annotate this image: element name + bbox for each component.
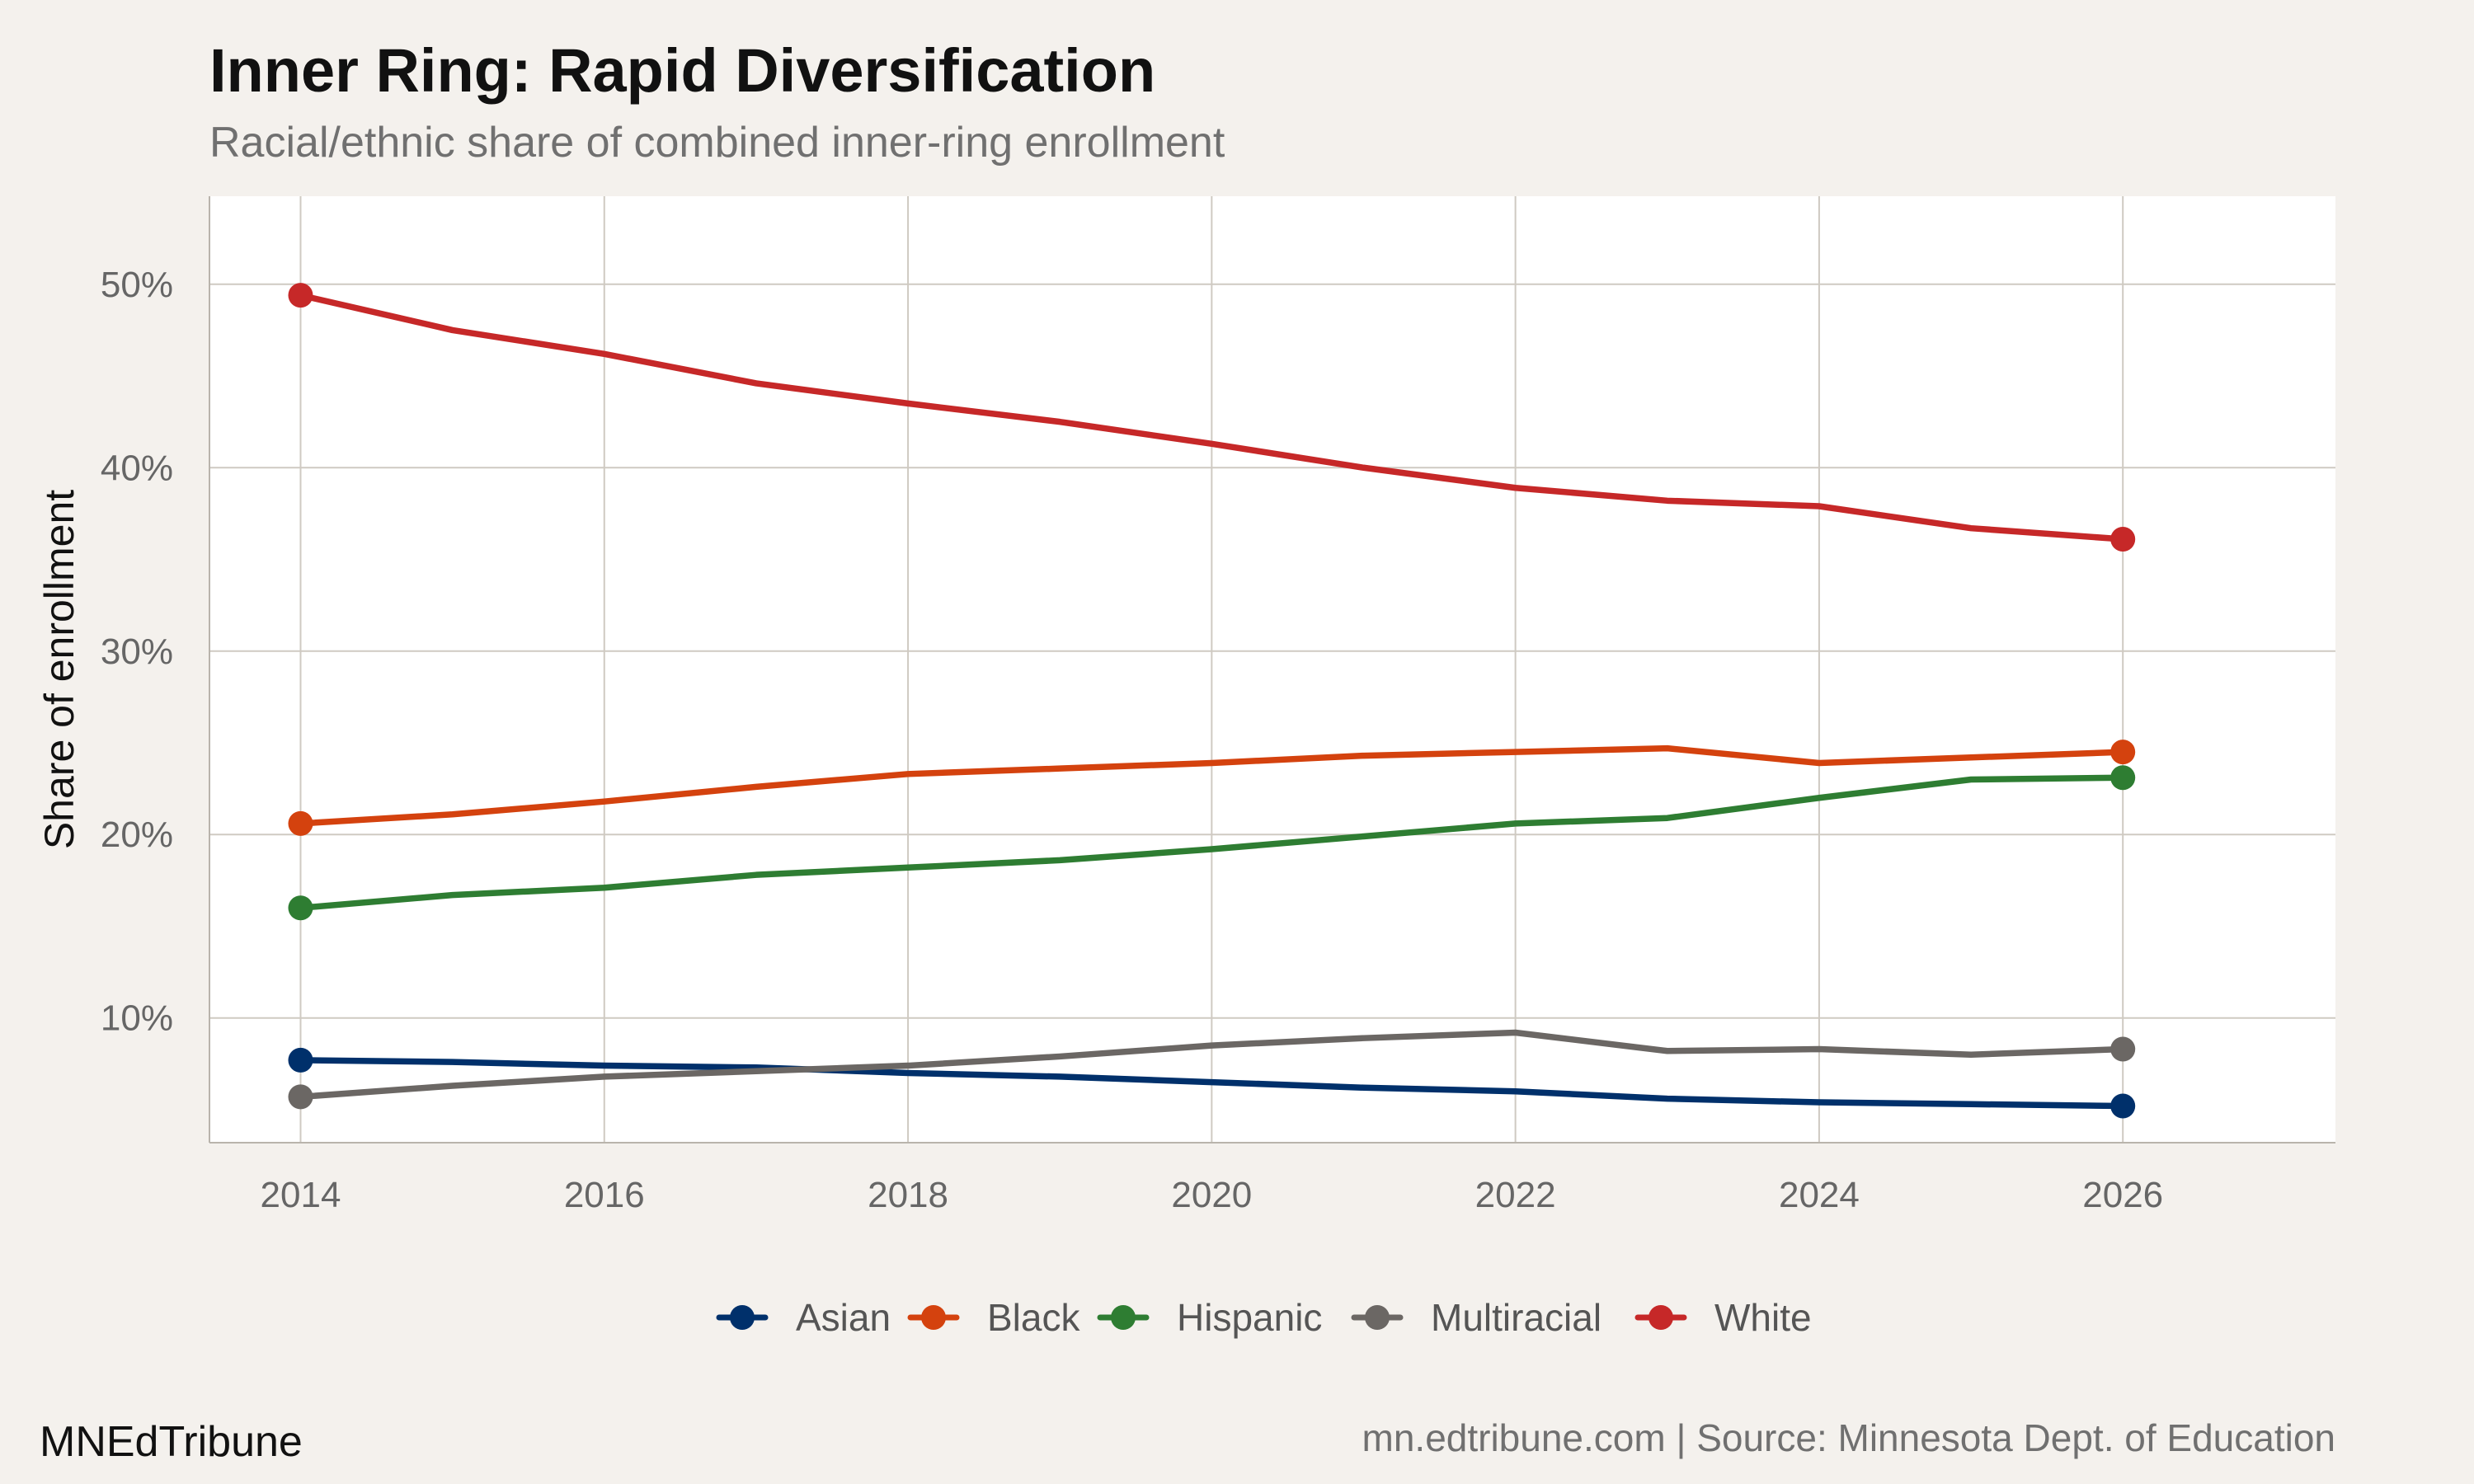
y-tick-label-50: 50%	[101, 265, 173, 305]
chart-title: Inner Ring: Rapid Diversification	[209, 36, 1155, 105]
legend-label-black: Black	[987, 1296, 1080, 1339]
data-point-multiracial-2026	[2110, 1036, 2136, 1062]
y-tick-label-30: 30%	[101, 632, 173, 672]
series-line-black	[297, 744, 2126, 827]
legend-marker-black	[921, 1305, 946, 1330]
legend: Asian Black Hispanic Multiracial White	[716, 1296, 1812, 1339]
chart-subtitle: Racial/ethnic share of combined inner-ri…	[209, 119, 1225, 167]
x-tick-label-2022: 2022	[1475, 1175, 1556, 1215]
series-lines	[297, 292, 2126, 1110]
gridlines	[209, 196, 2335, 1143]
series-line-white	[297, 292, 2126, 542]
legend-label-white: White	[1714, 1296, 1812, 1339]
brand-footer: MNEdTribune	[40, 1418, 303, 1466]
series-line-hispanic	[297, 774, 2126, 911]
y-tick-label-40: 40%	[101, 448, 173, 488]
x-tick-label-2026: 2026	[2082, 1175, 2163, 1215]
y-tick-label-20: 20%	[101, 815, 173, 855]
y-tick-label-10: 10%	[101, 998, 173, 1039]
legend-item-multiracial: Multiracial	[1351, 1296, 1602, 1339]
axes: 2014 2016 2018 2020 2022 2024 2026 10% 20% 30% 40%…	[101, 196, 2335, 1215]
plot-panel	[209, 196, 2335, 1143]
y-axis-title: Share of enrollment	[36, 490, 82, 849]
data-point-black-2014	[288, 810, 313, 836]
series-line-asian	[297, 1057, 2126, 1110]
data-point-white-2014	[288, 283, 313, 308]
legend-marker-hispanic	[1111, 1305, 1136, 1330]
legend-label-multiracial: Multiracial	[1431, 1296, 1602, 1339]
legend-marker-multiracial	[1365, 1305, 1390, 1330]
series-line-multiracial	[297, 1029, 2126, 1101]
x-tick-label-2018: 2018	[868, 1175, 948, 1215]
legend-label-asian: Asian	[796, 1296, 891, 1339]
data-point-asian-2014	[288, 1047, 313, 1073]
legend-marker-asian	[730, 1305, 755, 1330]
series-endpoints	[288, 283, 2136, 1119]
legend-item-hispanic: Hispanic	[1097, 1296, 1322, 1339]
data-point-multiracial-2014	[288, 1084, 313, 1110]
data-point-black-2026	[2110, 740, 2136, 765]
x-tick-label-2016: 2016	[564, 1175, 645, 1215]
x-tick-label-2024: 2024	[1779, 1175, 1860, 1215]
legend-item-asian: Asian	[716, 1296, 891, 1339]
legend-item-black: Black	[907, 1296, 1080, 1339]
data-point-asian-2026	[2110, 1093, 2136, 1119]
data-point-hispanic-2014	[288, 895, 313, 921]
legend-item-white: White	[1634, 1296, 1812, 1339]
x-tick-label-2014: 2014	[261, 1175, 341, 1215]
source-footer: mn.edtribune.com | Source: Minnesota Dep…	[1362, 1416, 2335, 1459]
data-point-white-2026	[2110, 527, 2136, 552]
x-tick-label-2020: 2020	[1171, 1175, 1252, 1215]
legend-marker-white	[1649, 1305, 1673, 1330]
legend-label-hispanic: Hispanic	[1177, 1296, 1322, 1339]
data-point-hispanic-2026	[2110, 765, 2136, 791]
